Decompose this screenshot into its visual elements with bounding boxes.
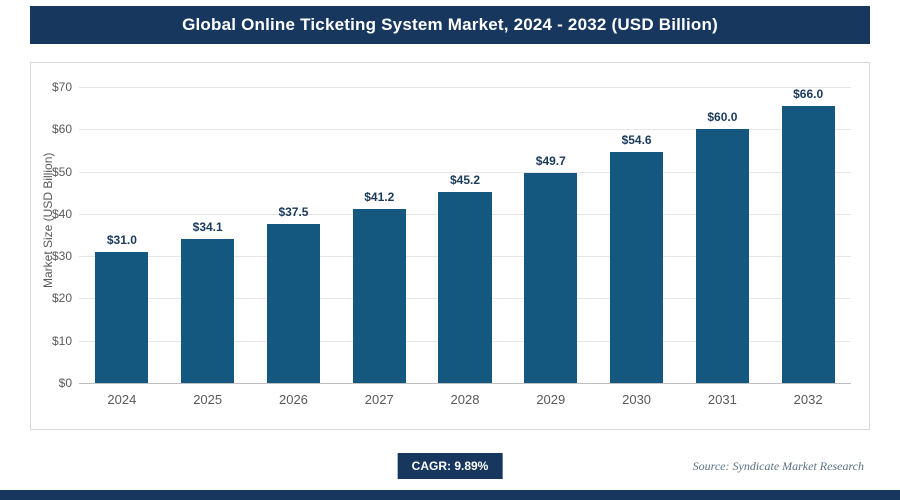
bar-slot: $34.1 2025 [165, 87, 251, 407]
bar [181, 238, 235, 383]
y-tick-label: $70 [51, 80, 72, 94]
x-tick-label: 2027 [364, 392, 394, 407]
gridline: $70 [52, 80, 851, 94]
bar [524, 172, 578, 383]
bar-value-label: $31.0 [106, 232, 137, 247]
x-tick-label: 2029 [536, 392, 566, 407]
y-tick-label: $30 [51, 249, 72, 264]
bar [695, 129, 749, 383]
bar [609, 152, 664, 383]
bar-slot: $60.0 2031 [679, 87, 765, 407]
source-note: Source: Syndicate Market Research [692, 459, 864, 473]
y-tick-label: $20 [51, 291, 72, 306]
gridline: $60 [52, 122, 851, 136]
bar-slot: $54.6 2030 [594, 87, 680, 407]
bar-value-label: $37.5 [278, 205, 309, 220]
bar-slot: $45.2 2028 [422, 87, 508, 407]
bar-slot: $37.5 2026 [251, 87, 337, 407]
bar-slot: $49.7 2029 [508, 87, 594, 407]
y-tick-label: $40 [51, 206, 72, 221]
cagr-badge: CAGR: 9.89% [397, 453, 503, 479]
bar [438, 191, 492, 383]
bar-value-label: $54.6 [621, 133, 652, 148]
x-tick-label: 2026 [278, 392, 308, 407]
bottom-strip [0, 490, 900, 500]
bar-slot: $66.0 2032 [765, 87, 851, 407]
bar [352, 208, 406, 383]
bar-value-label: $34.1 [192, 219, 223, 234]
bar-value-label: $60.0 [707, 110, 738, 125]
gridline: $50 [52, 165, 851, 179]
bar-slot: $41.2 2027 [336, 87, 422, 407]
x-tick-label: 2030 [622, 392, 652, 407]
bars-layer: $31.0 2024 $34.1 2025 $37.5 2026 $41.2 2027 $45.… [79, 87, 851, 407]
gridline: $0 [59, 376, 851, 390]
y-tick-label: $0 [58, 376, 72, 390]
title-banner: Global Online Ticketing System Market, 2… [30, 6, 870, 44]
bar-value-label: $49.7 [535, 153, 566, 168]
bar [95, 251, 149, 383]
x-tick-label: 2024 [107, 392, 137, 407]
bar-value-label: $41.2 [364, 189, 395, 204]
bar-value-label: $66.0 [793, 87, 824, 101]
bar-value-label: $45.2 [450, 172, 481, 187]
x-tick-label: 2028 [450, 392, 480, 407]
chart-title: Global Online Ticketing System Market, 2… [182, 15, 718, 34]
bar [781, 106, 835, 383]
y-tick-label: $60 [51, 122, 72, 137]
chart-frame: Market Size (USD Billion) $0 $10 $20 $30 $40… [30, 62, 870, 430]
bar-slot: $31.0 2024 [79, 87, 165, 407]
x-tick-label: 2031 [707, 392, 737, 407]
x-tick-label: 2025 [193, 392, 223, 407]
plot-area: $0 $10 $20 $30 $40 $50 $60 $70 $31.0 2024 $34.1 20… [52, 80, 851, 407]
bar [266, 224, 321, 383]
y-tick-label: $10 [51, 333, 72, 348]
y-tick-label: $50 [51, 164, 72, 179]
x-tick-label: 2032 [793, 392, 823, 407]
